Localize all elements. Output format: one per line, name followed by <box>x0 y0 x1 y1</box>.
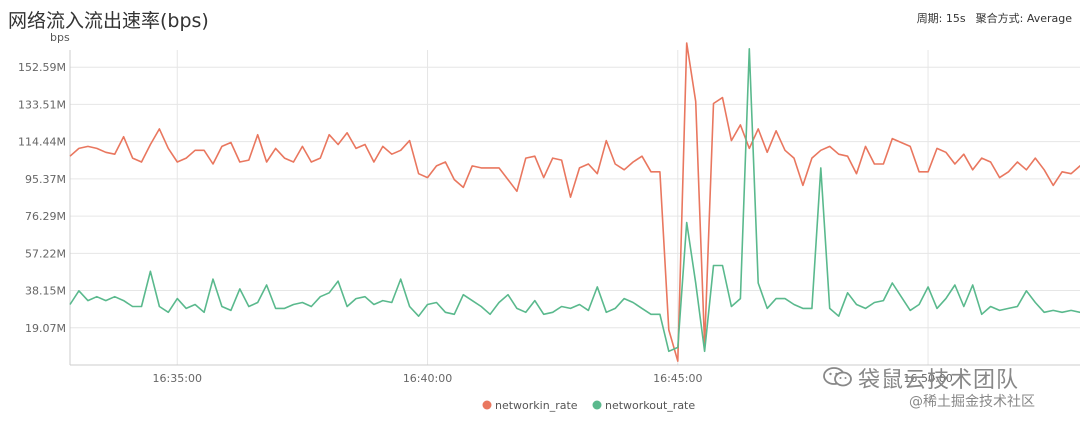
x-tick-label: 16:35:00 <box>153 372 202 385</box>
legend[interactable]: networkin_rate networkout_rate <box>482 399 696 412</box>
legend-item-networkout_rate[interactable]: networkout_rate <box>592 399 696 412</box>
y-tick-label: 133.51M <box>18 98 66 111</box>
series-line-networkin_rate[interactable] <box>69 42 1080 362</box>
y-tick-label: 95.37M <box>25 173 66 186</box>
legend-item-networkin_rate[interactable]: networkin_rate <box>482 399 578 412</box>
legend-marker <box>592 400 602 410</box>
y-tick-label: 152.59M <box>18 61 66 74</box>
period-label: 周期: 15s <box>916 12 966 25</box>
axis-layer: 19.07M 38.15M 57.22M 76.29M 95.37M 114.44M 133… <box>18 31 1080 385</box>
y-tick-label: 57.22M <box>25 247 66 260</box>
legend-marker <box>482 400 492 410</box>
chart-title: 网络流入流出速率(bps) <box>8 10 209 32</box>
x-tick-label: 16:50:00 <box>903 372 952 385</box>
x-tick-label: 16:40:00 <box>403 372 452 385</box>
series-line-networkout_rate[interactable] <box>69 47 1080 353</box>
chart-meta: 周期: 15s 聚合方式: Average <box>917 10 1072 26</box>
legend-label: networkin_rate <box>495 399 578 412</box>
aggregate-label[interactable]: 聚合方式: Average <box>975 12 1072 25</box>
watermark-team: 袋鼠云技术团队 <box>858 368 1020 393</box>
grid-layer <box>70 50 1080 365</box>
y-axis-unit: bps <box>50 31 70 44</box>
wechat-icon <box>823 367 852 387</box>
y-tick-label: 38.15M <box>25 285 66 298</box>
y-tick-label: 19.07M <box>25 322 66 335</box>
series-layer <box>69 42 1080 362</box>
y-tick-label: 76.29M <box>25 210 66 223</box>
legend-label: networkout_rate <box>605 399 695 412</box>
x-tick-label: 16:45:00 <box>653 372 702 385</box>
y-tick-label: 114.44M <box>18 136 66 149</box>
watermark-community: @稀土掘金技术社区 <box>909 394 1035 410</box>
